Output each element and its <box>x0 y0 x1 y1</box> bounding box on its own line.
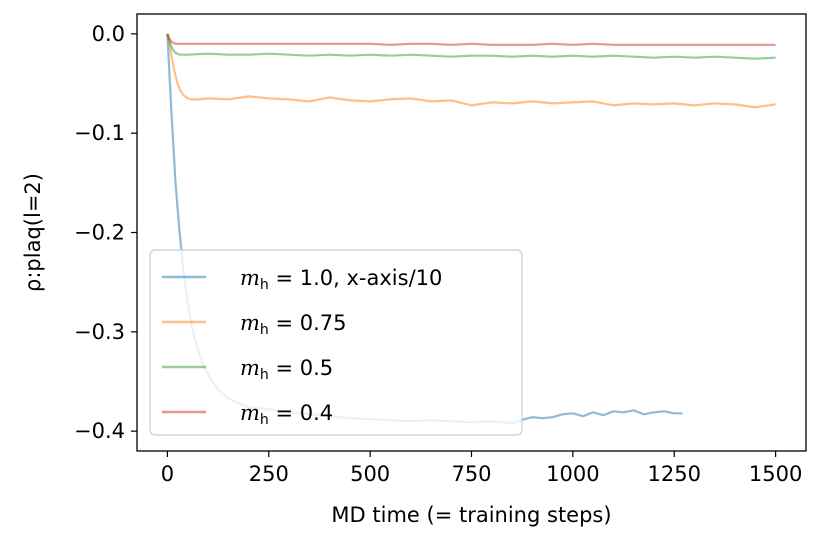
x-tick-label: 1000 <box>546 462 599 486</box>
series-line-2 <box>166 33 776 109</box>
x-tick-label: 750 <box>451 462 491 486</box>
y-tick-label: −0.4 <box>74 419 125 443</box>
legend-entry: mh = 0.75 <box>240 311 347 338</box>
y-tick-label: −0.2 <box>74 221 125 245</box>
y-axis-title: ρ:plaq(l=2) <box>21 173 45 292</box>
y-tick-label: −0.1 <box>74 121 125 145</box>
x-tick-label: 1500 <box>749 462 802 486</box>
x-tick-label: 250 <box>249 462 289 486</box>
legend: mh = 1.0, x-axis/10 mh = 0.75 mh = 0.5 mh =… <box>149 249 523 436</box>
x-axis: 0 250 500 750 1000 1250 1500 <box>161 451 802 486</box>
series-line-3 <box>166 33 776 60</box>
x-tick-label: 500 <box>350 462 390 486</box>
legend-entry: mh = 0.5 <box>240 356 333 383</box>
x-tick-label: 0 <box>161 462 174 486</box>
y-tick-label: −0.3 <box>74 320 125 344</box>
y-tick-label: 0.0 <box>92 22 125 46</box>
x-tick-label: 1250 <box>648 462 701 486</box>
series-line-4 <box>166 33 776 46</box>
legend-entry: mh = 1.0, x-axis/10 <box>240 266 442 293</box>
y-axis: 0.0 −0.1 −0.2 −0.3 −0.4 <box>74 22 137 443</box>
legend-box <box>149 249 523 436</box>
legend-entry: mh = 0.4 <box>240 401 333 428</box>
x-axis-title: MD time (= training steps) <box>331 503 611 527</box>
